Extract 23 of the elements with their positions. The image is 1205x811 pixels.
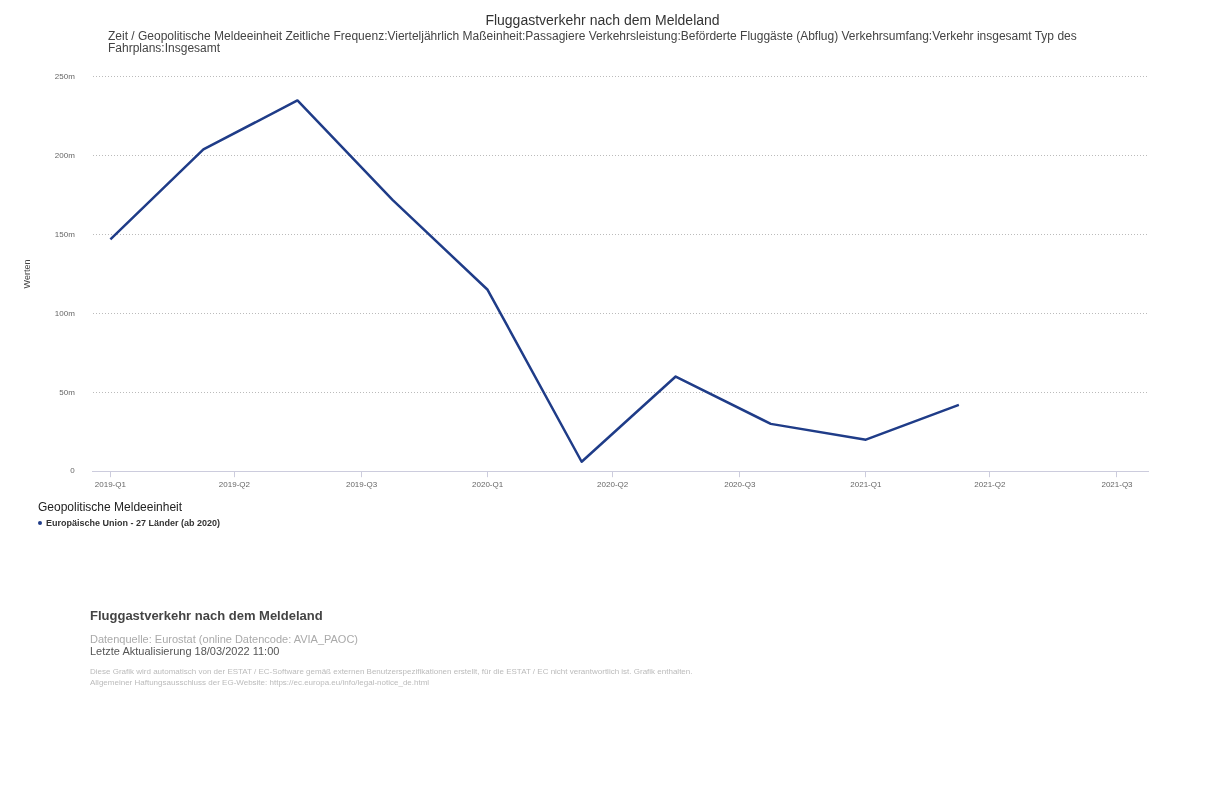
legend-title: Geopolitische Meldeeinheit (38, 500, 184, 514)
chart-title: Fluggastverkehr nach dem Meldeland (484, 12, 721, 28)
y-tick-label: 250m (54, 72, 76, 81)
text: Letzte Aktualisierung 18/03/2022 11:00 (90, 645, 281, 657)
x-tick-label: 2020-Q1 (472, 480, 504, 490)
y-tick-label: 50m (59, 387, 76, 397)
y-tick-label: 100m (54, 308, 76, 318)
text: Datenquelle: Eurostat (online Datencode: AVIA_PAOC) (90, 633, 360, 645)
legend-label: Europäische Union - 27 Länder (ab 2020) (46, 518, 221, 528)
x-tick-label: 2019-Q1 (94, 480, 127, 490)
chart-subtitle: Zeit / Geopolitische Meldeeinheit Zeitliche Frequenz:Vierteljährlich Maßeinheit:Passagiere Verkehrsleistung:Beförderte Fluggäste (Abflug) Verkehrsumfang:Verkehr insgesamt Typ des Fahrplans:Insgesamt (108, 29, 1077, 55)
text: Fluggastverkehr nach dem Meldeland (90, 608, 324, 623)
x-tick-label: 2020-Q3 (724, 480, 756, 490)
y-tick-label: 0 (70, 466, 76, 476)
x-tick-label: 2021-Q3 (1101, 480, 1134, 490)
x-tick-label: 2019-Q2 (218, 480, 251, 490)
x-tick-label: 2021-Q1 (850, 480, 882, 490)
y-tick-label: 150m (54, 229, 76, 239)
x-tick-label: 2020-Q2 (597, 480, 629, 490)
x-tick-label: 2019-Q3 (345, 480, 378, 490)
x-tick-label: 2021-Q2 (974, 480, 1006, 490)
y-axis-title: Werten (21, 259, 32, 289)
y-tick-label: 200m (54, 150, 76, 160)
